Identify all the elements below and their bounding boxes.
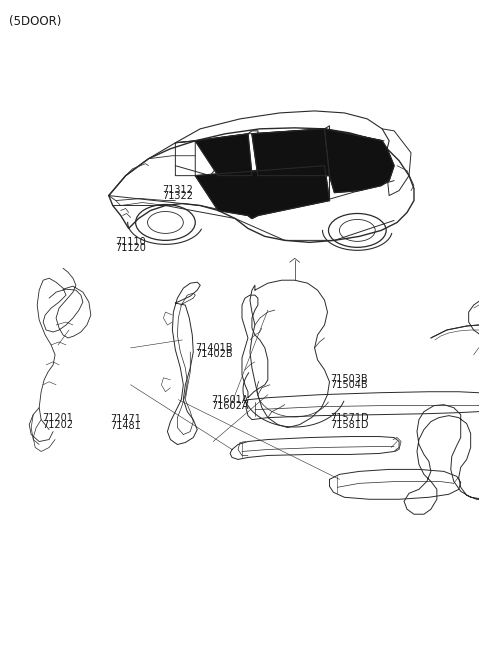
Text: 71402B: 71402B xyxy=(195,349,233,359)
Text: 71602A: 71602A xyxy=(211,401,248,411)
Text: 71571D: 71571D xyxy=(331,413,369,423)
Text: 71201: 71201 xyxy=(42,413,73,423)
Polygon shape xyxy=(324,129,394,193)
Text: 71202: 71202 xyxy=(42,420,73,430)
Text: 71471: 71471 xyxy=(110,415,141,424)
Text: 71581D: 71581D xyxy=(331,420,369,430)
Text: 71322: 71322 xyxy=(162,191,193,201)
Text: 71110: 71110 xyxy=(115,237,145,247)
Polygon shape xyxy=(195,134,252,176)
Text: 71481: 71481 xyxy=(110,421,141,431)
Text: 71401B: 71401B xyxy=(195,342,232,352)
Polygon shape xyxy=(195,166,329,218)
Text: 71504B: 71504B xyxy=(331,380,368,390)
Text: 71120: 71120 xyxy=(115,243,145,253)
Text: (5DOOR): (5DOOR) xyxy=(9,15,62,28)
Text: 71601A: 71601A xyxy=(211,395,248,405)
Polygon shape xyxy=(252,129,329,176)
Text: 71312: 71312 xyxy=(163,184,193,195)
Text: 71503B: 71503B xyxy=(331,374,368,384)
